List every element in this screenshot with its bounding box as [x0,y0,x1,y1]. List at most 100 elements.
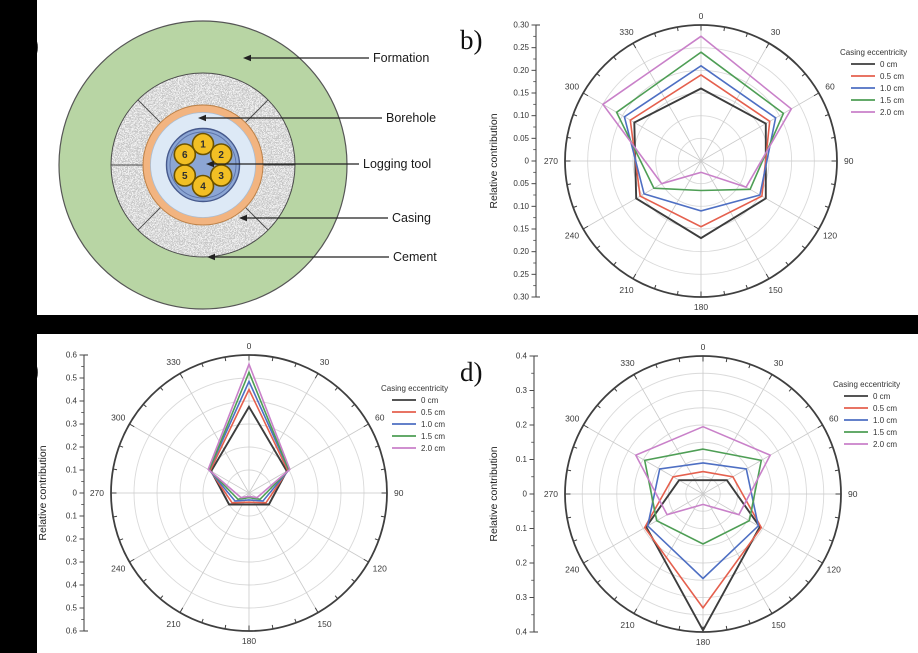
y-tick-label: 0.05 [513,134,529,143]
angle-tick [159,386,164,391]
angle-tick [334,386,339,391]
cement-sector-line [245,207,269,231]
y-tick-label: 0.20 [513,66,529,75]
angle-tick [363,423,369,428]
y-axis-title: Relative contribution [488,113,500,208]
legend-title: Casing eccentricity [381,384,448,393]
angle-tick [351,578,356,583]
series-d-1.0cm [646,462,760,580]
y-tick-label: 0.4 [516,628,528,637]
diagram-label-casing: Casing [392,211,431,225]
detector-3 [209,164,233,187]
y-tick-label: 0.4 [516,352,528,361]
angle-label-240: 240 [111,564,125,574]
angle-tick [583,559,589,564]
annotation-arrowhead [198,114,206,122]
y-tick-label: 0 [523,490,528,499]
angle-tick [159,595,164,600]
angle-tick [788,596,793,601]
angle-label-300: 300 [565,82,579,92]
diagram-label-formation: Formation [373,51,430,65]
angle-tick [613,596,618,601]
angle-label-210: 210 [619,285,633,295]
angle-label-30: 30 [320,357,330,367]
legend-label-1.5cm: 1.5 cm [873,428,897,437]
y-tick-label: 0.6 [66,351,78,360]
angle-label-180: 180 [696,637,710,647]
y-tick-label: 0.20 [513,247,529,256]
angle-tick [748,619,751,624]
y-tick-label: 0 [73,489,78,498]
legend-label-0cm: 0 cm [873,392,891,401]
angle-label-90: 90 [844,156,854,166]
series-d-0cm [645,479,761,633]
angle-label-0: 0 [247,341,252,351]
angle-tick [828,446,833,449]
angle-label-270: 270 [90,488,104,498]
angle-tick [129,558,135,563]
panel-a-diagram: 1 2 3 4 5 6 [58,20,389,310]
angle-tick [834,516,839,519]
diagram-label-cement: Cement [393,250,437,264]
angle-label-150: 150 [771,620,785,630]
y-tick-label: 0.3 [66,420,78,429]
legend-label-2.0cm: 2.0 cm [873,440,897,449]
angle-tick [201,618,204,623]
y-tick-label: 0.3 [516,593,528,602]
angle-tick [768,374,773,380]
angle-tick [596,73,601,77]
panel-b-radar-chart: 0 30 60 90 120 150 180 210 240 270 300 330 0.30 0.25 0… [488,11,907,312]
angle-label-210: 210 [166,619,180,629]
angle-tick [830,136,836,139]
y-tick-label: 0.30 [513,21,529,30]
angle-tick [613,56,617,61]
y-tick-label: 0.6 [66,627,78,636]
y-tick-label: 0.3 [66,558,78,567]
angle-tick [596,245,601,249]
series-d-2.0cm [634,425,772,516]
angle-label-120: 120 [827,565,841,575]
angle-tick [633,608,638,614]
angle-tick [224,624,227,629]
angle-tick [596,404,601,409]
angle-tick [632,273,637,280]
angle-tick [768,608,773,614]
angle-tick [785,56,789,61]
logging-tool-inner-ring [169,131,237,199]
angle-tick [788,387,793,392]
detector-number-1: 1 [200,140,206,151]
series-d-1.5cm [643,448,763,545]
y-tick-label: 0.15 [513,89,529,98]
angle-tick [129,423,135,428]
y-tick-label: 0.1 [516,524,528,533]
angle-tick [813,92,820,97]
legend-label-1.0cm: 1.0 cm [880,84,904,93]
angle-tick [567,516,572,519]
y-tick-label: 0.25 [513,43,529,52]
angle-tick [723,26,726,32]
angle-tick [632,42,637,49]
cement-sector-line [137,207,161,231]
y-tick-label: 0.5 [66,604,78,613]
angle-tick [834,469,839,472]
angle-tick [613,261,617,266]
angle-tick [801,245,806,249]
diagram-label-logging-tool: Logging tool [363,157,432,171]
angle-tick [201,363,204,368]
angle-label-270: 270 [544,489,558,499]
detector-1 [191,132,215,156]
angle-tick [654,33,657,38]
angle-tick [655,364,658,369]
angle-tick [142,578,147,583]
angle-label-330: 330 [620,358,634,368]
y-tick-label: 0.2 [516,421,528,430]
grid-spoke [179,373,319,613]
angle-tick [654,284,657,289]
angle-tick [678,358,681,363]
y-tick-label: 0.4 [66,397,78,406]
angle-tick [119,538,124,541]
angle-label-60: 60 [375,413,385,423]
angle-tick [294,618,297,623]
legend-label-1.0cm: 1.0 cm [421,420,445,429]
